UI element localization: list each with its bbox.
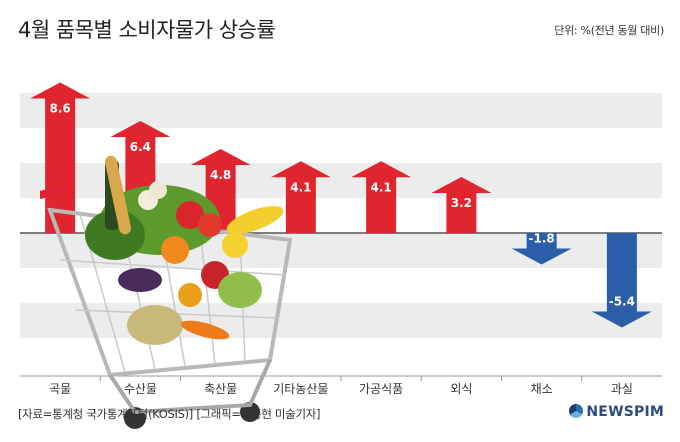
bar-arrow-6 [431, 177, 492, 233]
category-labels: 곡물 수산물 축산물 기타농산물 가공식품 외식 채소 과실 [49, 382, 633, 396]
produce-tomato [198, 213, 222, 237]
produce-eggs [149, 181, 167, 199]
category-label: 기타농산물 [273, 382, 328, 396]
category-label: 곡물 [49, 382, 71, 396]
produce-lemon [222, 232, 248, 258]
produce-eggplant [118, 268, 162, 292]
cart-base [108, 359, 272, 415]
value-labels: 8.6 6.4 4.8 4.1 4.1 3.2 -1.8 -5.4 [49, 102, 635, 309]
source-note: [자료=통계청 국가통계포털(KOSIS)] [그래픽=홍종현 미술기자] [18, 407, 321, 421]
newspim-logo: NEWSPIM [569, 404, 664, 420]
bar-arrow-4 [270, 161, 331, 233]
category-label: 가공식품 [359, 382, 403, 396]
value-label: 4.1 [370, 180, 391, 194]
value-label: 4.8 [210, 168, 231, 182]
produce-melon [127, 305, 183, 345]
category-label: 과실 [611, 382, 633, 396]
produce-pepper [178, 283, 202, 307]
produce-broccoli [85, 210, 145, 260]
bar-arrow-7 [511, 233, 572, 265]
value-label: 4.1 [290, 180, 311, 194]
category-label: 수산물 [124, 382, 157, 396]
unit-label: 단위: %(전년 동월 대비) [554, 24, 664, 37]
category-label: 채소 [531, 382, 553, 396]
cart-handle [40, 186, 66, 199]
produce-baguette [104, 155, 132, 235]
grocery-cart-illustration [40, 155, 293, 429]
logo-mark-icon [569, 404, 584, 418]
produce-orange [161, 236, 189, 264]
category-label: 외식 [450, 382, 472, 396]
value-label: 3.2 [451, 196, 472, 210]
produce-tomato [176, 201, 204, 229]
produce-carrot [180, 320, 230, 340]
chart-title: 4월 품목별 소비자물가 상승률 [18, 18, 276, 42]
produce-banana [226, 206, 284, 234]
bar-arrow-5 [351, 161, 412, 233]
grid-stripe [20, 303, 662, 338]
bar-arrow-8 [591, 233, 652, 328]
value-label: 8.6 [49, 102, 70, 116]
value-label: -1.8 [529, 232, 555, 246]
produce-cabbage [218, 272, 262, 308]
value-label: -5.4 [609, 295, 635, 309]
grid-stripe [20, 93, 662, 128]
brand-name: NEWSPIM [586, 404, 664, 420]
category-label: 축산물 [204, 382, 237, 396]
value-label: 6.4 [130, 140, 151, 154]
